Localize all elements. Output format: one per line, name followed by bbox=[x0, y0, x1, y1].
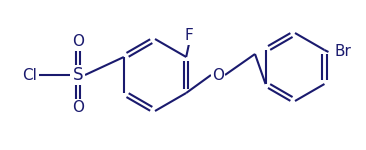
Text: Br: Br bbox=[334, 45, 351, 60]
Text: O: O bbox=[212, 68, 224, 82]
Text: S: S bbox=[73, 66, 83, 84]
Text: Cl: Cl bbox=[23, 68, 37, 82]
Text: O: O bbox=[72, 100, 84, 116]
Text: F: F bbox=[185, 28, 194, 44]
Text: O: O bbox=[72, 34, 84, 50]
